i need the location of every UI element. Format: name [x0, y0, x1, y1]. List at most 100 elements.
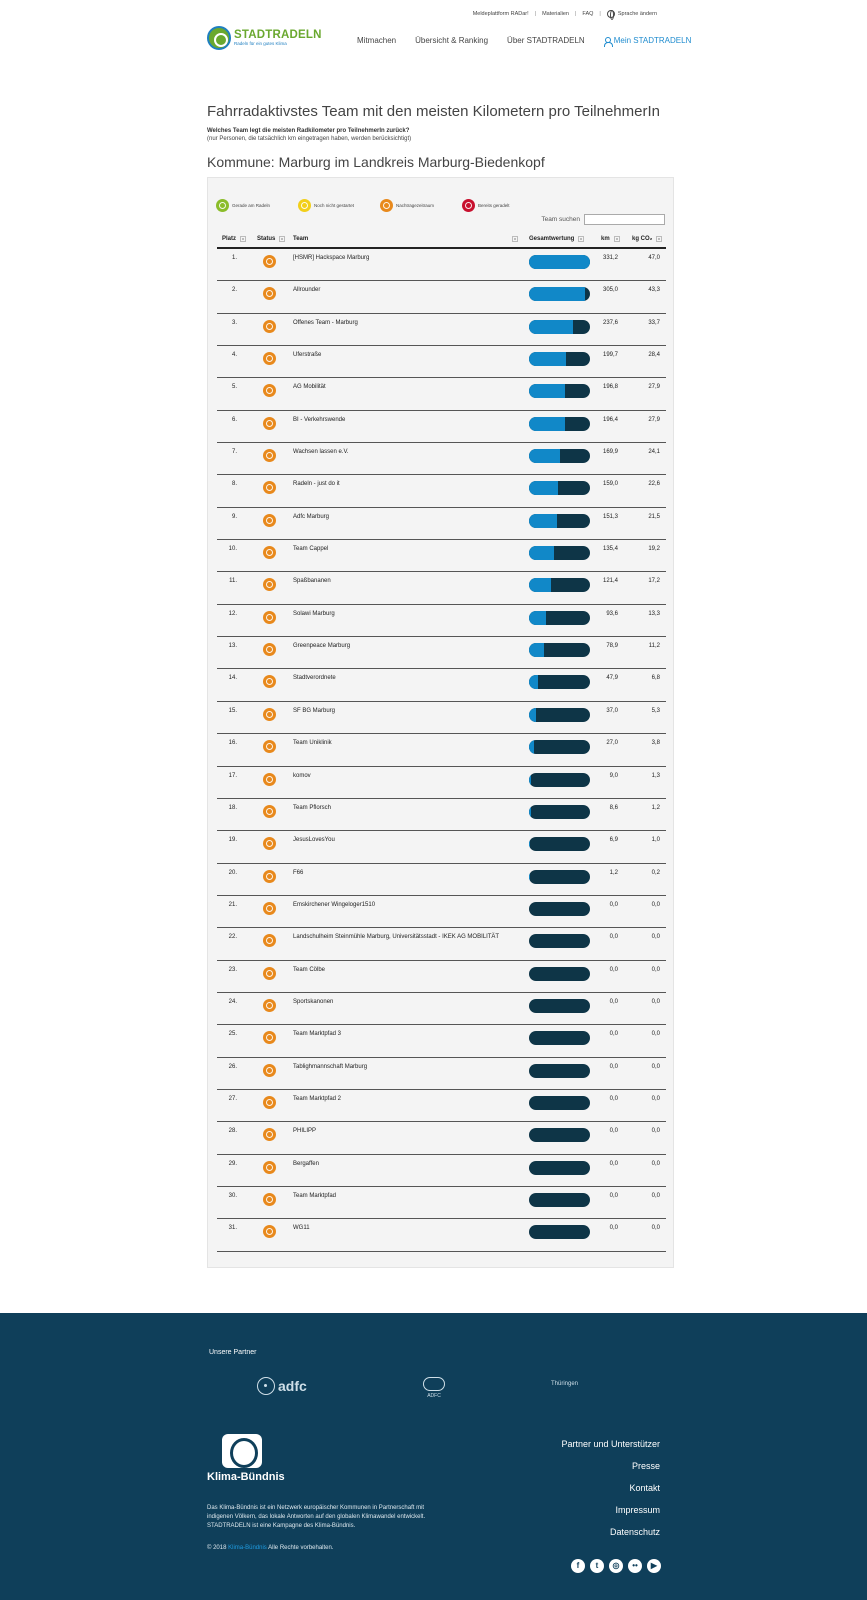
- team-name[interactable]: Spaßbananen: [293, 578, 331, 585]
- table-row[interactable]: 28. PHILIPP 0,0 0,0: [217, 1122, 666, 1155]
- table-row[interactable]: 2. Allrounder 305,0 43,3: [217, 281, 666, 314]
- nav-ueber[interactable]: Über STADTRADELN: [507, 36, 585, 45]
- table-row[interactable]: 23. Team Cölbe 0,0 0,0: [217, 961, 666, 993]
- footer-link-impressum[interactable]: Impressum: [615, 1505, 660, 1515]
- team-name[interactable]: Wachsen lassen e.V.: [293, 449, 349, 456]
- team-name[interactable]: Offenes Team - Marburg: [293, 319, 358, 326]
- team-name[interactable]: JesusLovesYou: [293, 837, 335, 844]
- table-row[interactable]: 14. Stadtverordnete 47,9 6,8: [217, 669, 666, 702]
- search-input[interactable]: [584, 214, 665, 225]
- sort-icon[interactable]: [578, 236, 585, 242]
- team-name[interactable]: Greenpeace Marburg: [293, 643, 351, 650]
- partner-thueringen-logo[interactable]: Thüringen: [551, 1381, 578, 1387]
- copy-link[interactable]: Klima-Bündnis: [228, 1545, 267, 1551]
- instagram-icon[interactable]: ◎: [609, 1559, 623, 1573]
- team-name[interactable]: Emskirchener Wingeloger1510: [293, 901, 376, 908]
- klima-buendnis-logo[interactable]: Klima-Bündnis: [207, 1434, 285, 1483]
- partner-adfc-thueringen-logo[interactable]: ADFC: [411, 1377, 457, 1399]
- facebook-icon[interactable]: f: [571, 1559, 585, 1573]
- team-name[interactable]: PHILIPP: [293, 1128, 317, 1135]
- sort-icon[interactable]: [240, 236, 247, 242]
- table-row[interactable]: 11. Spaßbananen 121,4 17,2: [217, 572, 666, 605]
- table-row[interactable]: 9. Adfc Marburg 151,3 21,5: [217, 508, 666, 541]
- footer-link-presse[interactable]: Presse: [631, 1461, 660, 1471]
- table-row[interactable]: 21. Emskirchener Wingeloger1510 0,0 0,0: [217, 896, 666, 929]
- table-row[interactable]: 8. Radeln - just do it 159,0 22,6: [217, 475, 666, 508]
- globe-icon[interactable]: [606, 10, 615, 20]
- table-row[interactable]: 7. Wachsen lassen e.V. 169,9 24,1: [217, 443, 666, 476]
- team-name[interactable]: komov: [293, 772, 311, 779]
- table-row[interactable]: 16. Team Uniklinik 27,0 3,8: [217, 734, 666, 767]
- footer-link-kontakt[interactable]: Kontakt: [629, 1483, 660, 1493]
- table-row[interactable]: 31. WG11 0,0 0,0: [217, 1219, 666, 1252]
- nav-mitmachen[interactable]: Mitmachen: [357, 36, 397, 45]
- team-name[interactable]: Tablighmannschaft Marburg: [293, 1063, 368, 1070]
- th-gesamt[interactable]: Gesamtwertung: [529, 236, 585, 242]
- team-name[interactable]: [HSMR] Hackspace Marburg: [293, 255, 370, 261]
- table-row[interactable]: 29. Bergaffen 0,0 0,0: [217, 1155, 666, 1187]
- table-row[interactable]: 26. Tablighmannschaft Marburg 0,0 0,0: [217, 1058, 666, 1090]
- table-row[interactable]: 20. F66 1,2 0,2: [217, 864, 666, 896]
- team-name[interactable]: Team Pflorsch: [293, 804, 332, 811]
- table-row[interactable]: 19. JesusLovesYou 6,9 1,0: [217, 831, 666, 864]
- team-name[interactable]: F66: [293, 869, 304, 876]
- th-status[interactable]: Status: [257, 236, 286, 242]
- team-name[interactable]: Team Cappel: [293, 546, 329, 553]
- th-km[interactable]: km: [601, 236, 620, 242]
- table-row[interactable]: 25. Team Marktpfad 3 0,0 0,0: [217, 1025, 666, 1058]
- team-name[interactable]: Uferstraße: [293, 352, 322, 359]
- team-name[interactable]: BI - Verkehrswende: [293, 416, 346, 423]
- sort-icon[interactable]: [279, 236, 286, 242]
- table-row[interactable]: 12. Solawi Marburg 93,6 13,3: [217, 605, 666, 638]
- table-row[interactable]: 6. BI - Verkehrswende 196,4 27,9: [217, 411, 666, 444]
- link-materialien[interactable]: Materialien: [542, 11, 569, 17]
- table-row[interactable]: 10. Team Cappel 135,4 19,2: [217, 540, 666, 573]
- team-name[interactable]: Team Cölbe: [293, 966, 326, 973]
- team-name[interactable]: Team Marktpfad: [293, 1192, 337, 1199]
- language-switch[interactable]: Sprache ändern: [617, 11, 657, 17]
- sort-icon[interactable]: [512, 236, 518, 242]
- table-row[interactable]: 13. Greenpeace Marburg 78,9 11,2: [217, 637, 666, 670]
- table-row[interactable]: 30. Team Marktpfad 0,0 0,0: [217, 1187, 666, 1220]
- table-row[interactable]: 3. Offenes Team - Marburg 237,6 33,7: [217, 314, 666, 347]
- footer-link-datenschutz[interactable]: Datenschutz: [609, 1527, 660, 1537]
- table-row[interactable]: 4. Uferstraße 199,7 28,4: [217, 346, 666, 379]
- nav-uebersicht[interactable]: Übersicht & Ranking: [415, 36, 489, 45]
- th-platz[interactable]: Platz: [222, 236, 247, 242]
- th-team[interactable]: Team: [293, 236, 518, 242]
- team-name[interactable]: Team Uniklinik: [293, 740, 332, 747]
- team-name[interactable]: SF BG Marburg: [293, 707, 336, 714]
- team-name[interactable]: AG Mobilität: [293, 384, 326, 391]
- team-name[interactable]: Adfc Marburg: [293, 513, 330, 520]
- table-row[interactable]: 15. SF BG Marburg 37,0 5,3: [217, 702, 666, 735]
- team-name[interactable]: Team Marktpfad 2: [293, 1095, 342, 1102]
- team-name[interactable]: Bergaffen: [293, 1160, 319, 1167]
- team-name[interactable]: Solawi Marburg: [293, 610, 335, 617]
- sort-icon[interactable]: [656, 236, 663, 242]
- flickr-icon[interactable]: ••: [628, 1559, 642, 1573]
- team-name[interactable]: Allrounder: [293, 287, 321, 294]
- team-name[interactable]: Landschulheim Steinmühle Marburg, Univer…: [293, 934, 500, 941]
- team-name[interactable]: WG11: [293, 1225, 310, 1232]
- sort-icon[interactable]: [613, 236, 620, 242]
- table-row[interactable]: 18. Team Pflorsch 8,6 1,2: [217, 799, 666, 832]
- table-row[interactable]: 24. Sportskanonen 0,0 0,0: [217, 993, 666, 1026]
- team-name[interactable]: Team Marktpfad 3: [293, 1031, 342, 1038]
- twitter-icon[interactable]: t: [590, 1559, 604, 1573]
- table-row[interactable]: 27. Team Marktpfad 2 0,0 0,0: [217, 1090, 666, 1123]
- link-faq[interactable]: FAQ: [582, 11, 594, 17]
- site-logo[interactable]: STADTRADELN Radeln für ein gutes Klima: [207, 26, 322, 50]
- link-radar[interactable]: Meldeplattform RADar!: [472, 11, 529, 17]
- team-name[interactable]: Stadtverordnete: [293, 675, 336, 682]
- footer-link-partner[interactable]: Partner und Unterstützer: [561, 1439, 660, 1449]
- youtube-icon[interactable]: ▶: [647, 1559, 661, 1573]
- th-co2[interactable]: kg CO₂: [632, 236, 663, 242]
- table-row[interactable]: 17. komov 9,0 1,3: [217, 767, 666, 799]
- table-row[interactable]: 5. AG Mobilität 196,8 27,9: [217, 378, 666, 411]
- partner-adfc-logo[interactable]: adfc: [257, 1377, 307, 1395]
- team-name[interactable]: Radeln - just do it: [293, 481, 340, 488]
- team-name[interactable]: Sportskanonen: [293, 998, 334, 1005]
- nav-mein-stadtradeln[interactable]: Mein STADTRADELN: [603, 36, 691, 47]
- table-row[interactable]: 22. Landschulheim Steinmühle Marburg, Uni…: [217, 928, 666, 961]
- table-row[interactable]: 1. [HSMR] Hackspace Marburg 331,2 47,0: [217, 249, 666, 282]
